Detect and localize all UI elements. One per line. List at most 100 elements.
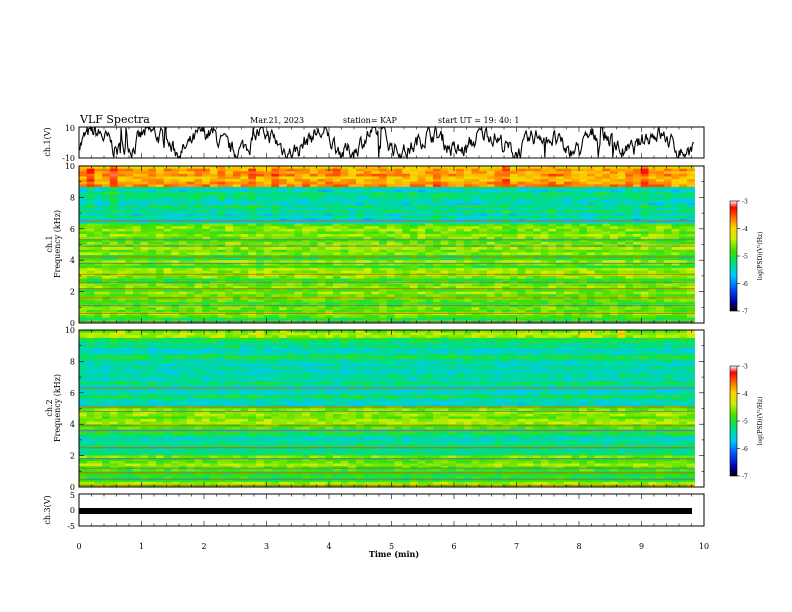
spectrogram-cell — [194, 207, 203, 211]
spectrogram-cell — [209, 179, 218, 182]
spectrogram-cell — [356, 239, 365, 243]
spectrogram-cell — [263, 234, 272, 237]
spectrogram-cell — [86, 268, 95, 271]
spectrogram-cell — [309, 268, 318, 271]
spectrogram-cell — [232, 294, 241, 298]
spectrogram-cell — [294, 270, 303, 274]
spectrogram-cell — [140, 228, 149, 232]
spectrogram-cell — [486, 220, 495, 224]
spectrogram-cell — [225, 173, 234, 177]
spectrogram-cell — [425, 189, 434, 193]
spectrogram-cell — [202, 176, 211, 180]
spectrogram-cell — [371, 220, 380, 224]
spectrogram-cell — [633, 181, 642, 185]
spectrogram-cell — [309, 302, 318, 305]
spectrogram-cell — [140, 236, 149, 240]
spectrogram-cell — [479, 236, 488, 240]
spectrogram-cell — [494, 205, 503, 209]
spectrogram-cell — [617, 202, 626, 206]
spectrogram-cell — [425, 265, 434, 269]
spectrogram-cell — [117, 275, 126, 279]
spectrogram-cell — [255, 210, 264, 214]
spectrogram-cell — [363, 166, 372, 169]
spectrogram-cell — [633, 265, 642, 269]
spectrogram-cell — [148, 317, 157, 321]
spectrogram-cell — [155, 228, 164, 232]
spectrogram-cell — [548, 202, 557, 206]
spectrogram-cell — [571, 194, 580, 198]
spectrogram-cell — [563, 168, 572, 172]
spectrogram-cell — [625, 283, 634, 287]
spectrogram-cell — [194, 315, 203, 319]
spectrogram-cell — [394, 192, 403, 196]
spectrogram-cell — [571, 236, 580, 240]
spectrogram-cell — [132, 168, 141, 172]
spectrogram-cell — [302, 231, 311, 235]
spectrogram-cell — [202, 197, 211, 201]
spectrogram-cell — [332, 307, 341, 311]
spectrogram-cell — [255, 262, 264, 266]
spectrogram-cell — [371, 223, 380, 227]
spectrogram-cell — [517, 218, 526, 222]
spectrogram-cell — [417, 220, 426, 224]
spectrogram-cell — [294, 252, 303, 256]
spectrogram-cell — [379, 184, 388, 188]
spectrogram-cell — [325, 291, 334, 295]
spectrogram-cell — [663, 254, 672, 258]
spectrogram-cell — [417, 270, 426, 274]
spectrogram-cell — [479, 294, 488, 298]
spectrogram-cell — [579, 260, 588, 264]
spectrogram-cell — [525, 168, 534, 172]
spectrogram-cell — [348, 270, 357, 274]
spectrogram-cell — [94, 176, 103, 180]
spectrogram-cell — [548, 194, 557, 198]
spectrogram-cell — [348, 213, 357, 217]
spectrogram-cell — [548, 200, 557, 203]
spectrogram-cell — [679, 291, 688, 295]
spectrogram-cell — [479, 173, 488, 177]
spectrogram-cell — [286, 192, 295, 196]
spectrogram-cell — [609, 307, 618, 311]
spectrogram-cell — [79, 265, 87, 269]
spectrogram-cell — [417, 194, 426, 198]
spectrogram-cell — [625, 299, 634, 303]
spectrogram-cell — [579, 226, 588, 230]
spectrogram-cell — [94, 275, 103, 279]
spectrogram-cell — [671, 262, 680, 266]
spectrogram-cell — [86, 239, 95, 243]
spectrogram-cell — [317, 192, 326, 196]
spectrogram-cell — [232, 257, 241, 261]
spectrogram-cell — [125, 252, 134, 256]
spectrogram-cell — [232, 247, 241, 251]
spectrogram-cell — [155, 249, 164, 253]
spectrogram-cell — [302, 186, 311, 190]
spectrogram-cell — [379, 278, 388, 282]
spectrogram-cell — [656, 299, 665, 303]
spectrogram-cell — [633, 299, 642, 303]
spectrogram-cell — [671, 173, 680, 177]
spectrogram-cell — [340, 291, 349, 295]
spectrogram-cell — [286, 309, 295, 313]
spectrogram-cell — [363, 202, 372, 206]
spectrogram-cell — [194, 215, 203, 219]
spectrogram-cell — [79, 223, 87, 227]
spectrogram-cell — [463, 286, 472, 290]
spectrogram-cell — [617, 268, 626, 271]
spectrogram-cell — [348, 317, 357, 321]
spectrogram-cell — [425, 247, 434, 251]
spectrogram-cell — [394, 181, 403, 185]
spectrogram-cell — [94, 173, 103, 177]
spectrogram-cell — [586, 257, 595, 261]
spectrogram-cell — [440, 234, 449, 237]
spectrogram-cell — [179, 181, 188, 185]
spectrogram-cell — [386, 194, 395, 198]
spectrogram-cell — [171, 249, 180, 253]
spectrogram-cell — [248, 288, 257, 292]
spectrogram-cell — [440, 288, 449, 292]
spectrogram-cell — [140, 270, 149, 274]
spectrogram-cell — [302, 200, 311, 203]
ch1-ytick-bottom: -10 — [62, 154, 75, 163]
spectrogram-cell — [248, 179, 257, 182]
spectrogram-cell — [586, 249, 595, 253]
spectrogram-cell — [286, 265, 295, 269]
